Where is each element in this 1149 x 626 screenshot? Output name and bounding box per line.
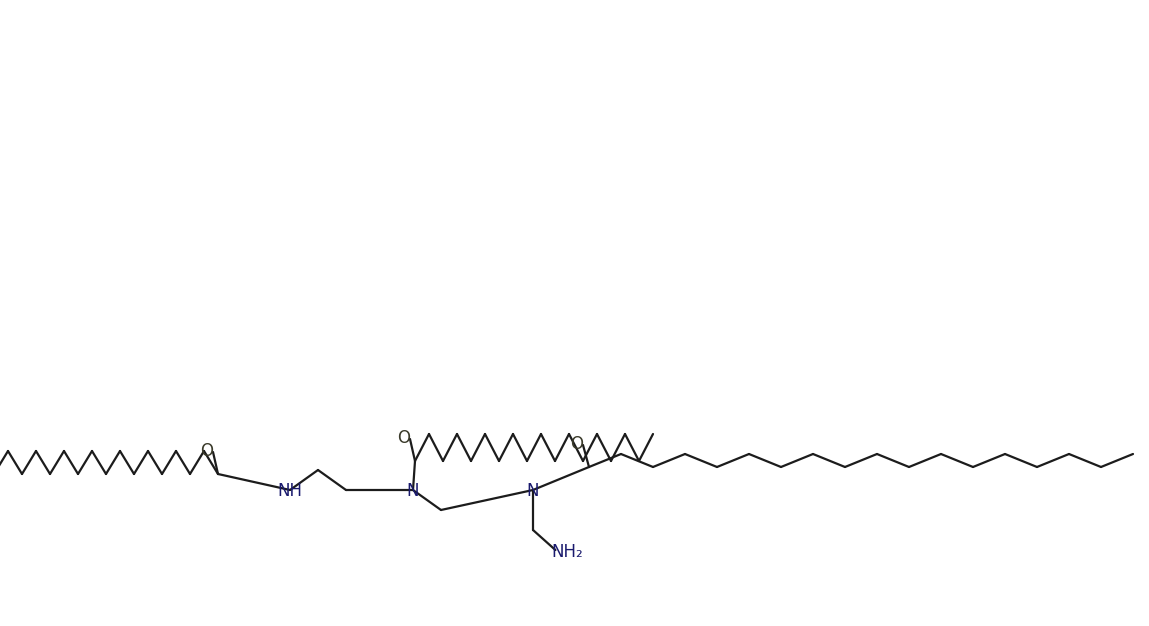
Text: NH₂: NH₂: [552, 543, 584, 561]
Text: N: N: [526, 482, 539, 500]
Text: O: O: [398, 429, 410, 447]
Text: N: N: [407, 482, 419, 500]
Text: NH: NH: [278, 482, 302, 500]
Text: O: O: [200, 442, 214, 460]
Text: O: O: [571, 435, 584, 453]
